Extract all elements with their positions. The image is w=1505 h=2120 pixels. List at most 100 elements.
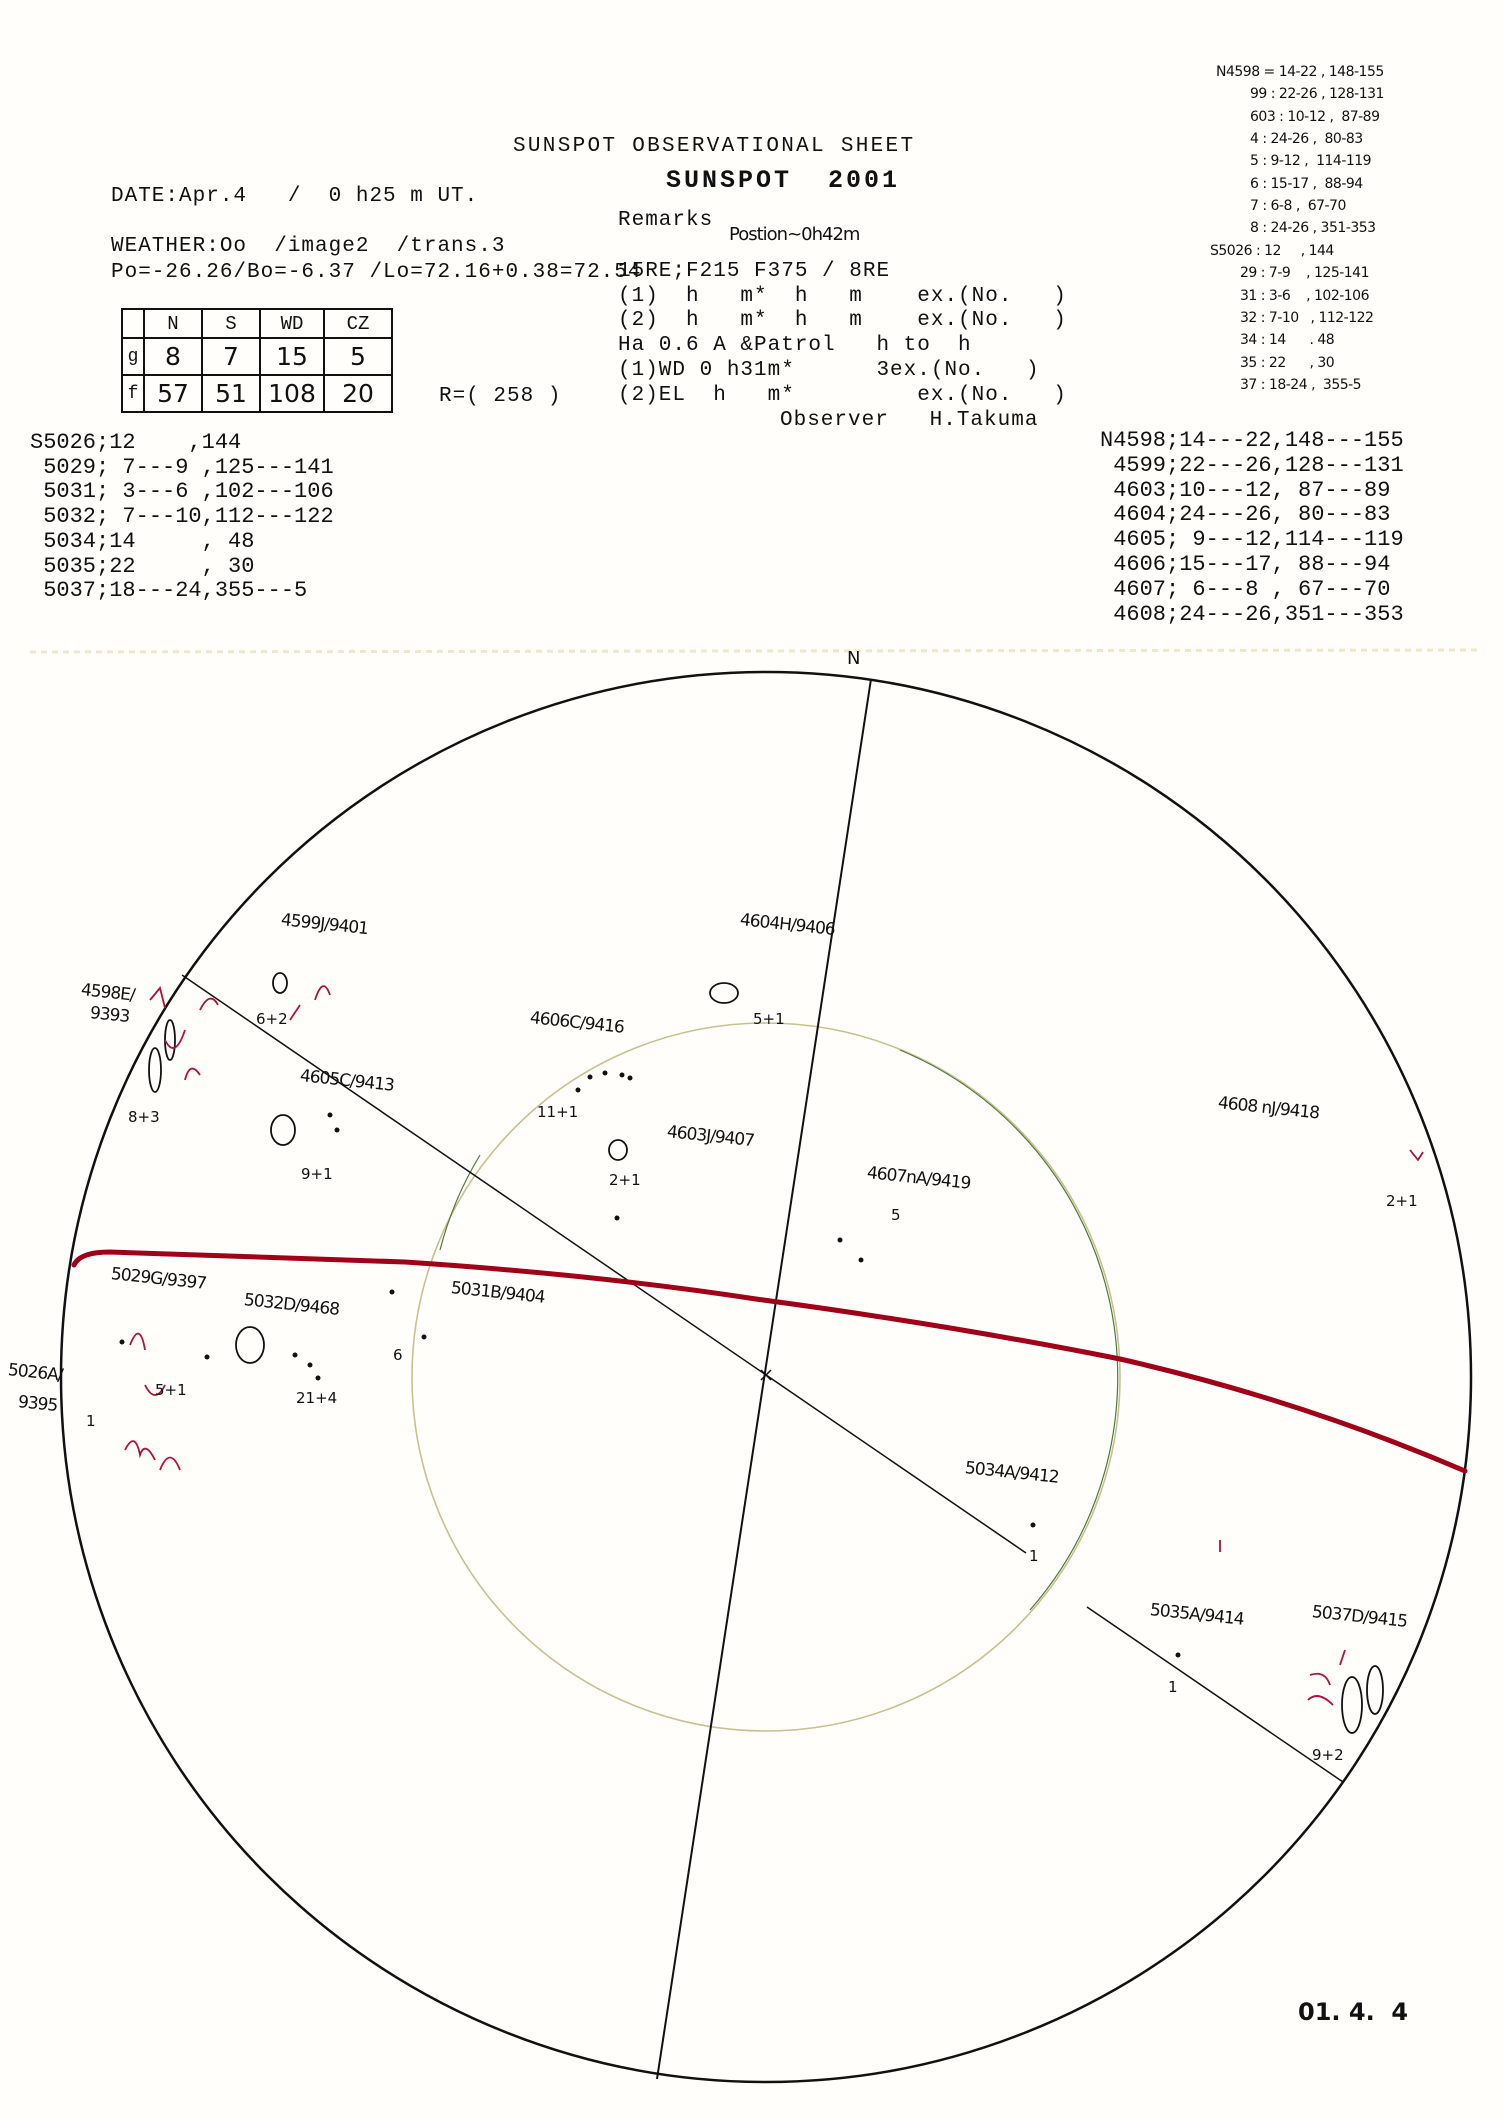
east-west-line xyxy=(1086,1606,1344,1783)
spot-count: 5+1 xyxy=(753,1010,785,1028)
south-group-entry: 5037;18---24,355---5 xyxy=(30,578,308,604)
north-label: N xyxy=(847,648,861,669)
table-row: f 57 51 108 20 xyxy=(121,374,393,413)
sunspot-dot xyxy=(602,1070,608,1076)
south-group-entry: S5026;12 ,144 xyxy=(30,430,242,455)
handwritten-south-entry: 31 : 3-6 , 102-106 xyxy=(1240,287,1370,304)
south-group-entry: 5031; 3---6 ,102---106 xyxy=(30,479,334,505)
spot-count: 11+1 xyxy=(537,1103,579,1121)
count-table: N S WD CZ g 8 7 15 5 f 57 51 108 20 xyxy=(121,308,393,413)
table-header-cell: N xyxy=(143,308,203,339)
north-group-entry: 4605; 9---12,114---119 xyxy=(1100,527,1404,553)
facula-sketch xyxy=(124,1440,156,1461)
spot-count: 8+3 xyxy=(128,1108,160,1126)
table-cell: 20 xyxy=(323,374,393,413)
handwritten-north-entry: 8 : 24-26 , 351-353 xyxy=(1250,220,1376,237)
sunspot-outline xyxy=(709,982,739,1004)
handwritten-north-entry: 603 : 10-12 , 87-89 xyxy=(1250,108,1380,125)
table-cell: 51 xyxy=(201,374,261,413)
south-group-entry: 5032; 7---10,112---122 xyxy=(30,504,334,530)
weather-line: WEATHER:Oo /image2 /trans.3 xyxy=(111,235,506,258)
date-line: DATE:Apr.4 / 0 h25 m UT. xyxy=(111,185,479,208)
handwritten-north-entry: 5 : 9-12 , 114-119 xyxy=(1250,153,1372,170)
sunspot-dot xyxy=(614,1215,620,1221)
inner-circle-green-arc xyxy=(899,1049,1119,1611)
sunspot-dot xyxy=(1175,1652,1181,1658)
facula-sketch xyxy=(1307,1695,1334,1706)
handwritten-north-entry: 6 : 15-17 , 88-94 xyxy=(1250,175,1363,192)
facula-sketch xyxy=(159,1456,181,1471)
handwritten-north-entry: N4598 = 14-22 , 148-155 xyxy=(1216,64,1384,80)
row-label: g xyxy=(121,337,145,376)
facula-sketch xyxy=(1409,1149,1424,1162)
facula-sketch xyxy=(164,1029,186,1049)
sunspot-dot xyxy=(292,1352,298,1358)
table-header-cell xyxy=(121,308,145,339)
north-group-entry: 4607; 6---8 , 67---70 xyxy=(1100,576,1391,602)
remarks-line: (2) h m* h m ex.(No. ) xyxy=(618,309,1067,332)
facula-sketch xyxy=(289,1004,301,1021)
facula-sketch xyxy=(199,997,219,1011)
sunspot-outline xyxy=(608,1139,628,1161)
handwritten-north-entry: 99 : 22-26 , 128-131 xyxy=(1250,86,1384,103)
remarks-line: 15RE;F215 F375 / 8RE xyxy=(618,260,891,283)
handwritten-south-entry: 37 : 18-24 , 355-5 xyxy=(1240,376,1362,393)
north-group-entry: 4606;15---17, 88---94 xyxy=(1100,552,1391,577)
sunspot-outline xyxy=(270,1114,296,1146)
sunspot-outline xyxy=(1366,1665,1384,1715)
sunspot-dot xyxy=(307,1362,313,1368)
sunspot-dot xyxy=(575,1087,581,1093)
sunspot-outline xyxy=(235,1326,265,1364)
sunspot-dot xyxy=(587,1074,593,1080)
remarks-note: Postion~0h42m xyxy=(729,224,860,245)
table-header-cell: WD xyxy=(259,308,325,339)
facula-sketch xyxy=(144,1384,166,1396)
north-group-entry: 4603;10---12, 87---89 xyxy=(1100,477,1391,503)
facula-sketch xyxy=(1309,1672,1331,1686)
handwritten-south-entry: 34 : 14 . 48 xyxy=(1240,332,1335,349)
sunspot-dot xyxy=(204,1354,210,1360)
spot-count: 2+1 xyxy=(1386,1192,1418,1210)
group-label: 9395 xyxy=(17,1392,59,1417)
south-group-entry: 5029; 7---9 ,125---141 xyxy=(30,454,334,480)
spot-count: 5+1 xyxy=(155,1381,187,1399)
sunspot-outline xyxy=(164,1019,176,1061)
spot-count: 6 xyxy=(393,1346,403,1364)
sunspot-dot xyxy=(119,1339,125,1345)
remarks-line: (1)WD 0 h31m* 3ex.(No. ) xyxy=(618,359,1040,382)
spot-count: 21+4 xyxy=(296,1389,338,1407)
facula-sketch xyxy=(149,986,166,1009)
equator-line xyxy=(71,1249,1468,1474)
group-label: 9393 xyxy=(89,1003,131,1028)
north-group-entry: 4608;24---26,351---353 xyxy=(1100,601,1404,627)
north-group-entry: N4598;14---22,148---155 xyxy=(1100,428,1404,453)
params-line: Po=-26.26/Bo=-6.37 /Lo=72.16+0.38=72.54 xyxy=(111,261,642,284)
handwritten-north-entry: 4 : 24-26 , 80-83 xyxy=(1250,130,1363,147)
spot-count: 1 xyxy=(1168,1678,1178,1696)
spot-count: 9+1 xyxy=(301,1165,333,1183)
date-stamp: 01. 4. 4 xyxy=(1298,1998,1409,2026)
sunspot-dot xyxy=(327,1112,333,1118)
table-header-cell: S xyxy=(201,308,261,339)
sunspots xyxy=(119,972,1424,1734)
spot-count: 1 xyxy=(1029,1547,1039,1565)
sunspot-dot xyxy=(421,1334,427,1340)
south-group-entry: 5035;22 , 30 xyxy=(30,553,255,579)
handwritten-south-entry: 29 : 7-9 , 125-141 xyxy=(1240,265,1370,282)
solar-disk-outline xyxy=(59,670,1473,2084)
remarks-line: (2)EL h m* ex.(No. ) xyxy=(618,384,1067,407)
north-group-entry: 4599;22---26,128---131 xyxy=(1100,452,1404,478)
south-group-entry: 5034;14 , 48 xyxy=(30,528,255,554)
paper-fold xyxy=(29,648,1481,654)
spot-count: 1 xyxy=(86,1412,96,1430)
sheet-title: SUNSPOT OBSERVATIONAL SHEET xyxy=(513,135,916,158)
sunspot-dot xyxy=(389,1289,395,1295)
remarks-label: Remarks xyxy=(618,209,714,232)
north-group-entry: 4604;24---26, 80---83 xyxy=(1100,502,1391,528)
handwritten-south-entry: 35 : 22 , 30 xyxy=(1240,354,1335,371)
sunspot-dot xyxy=(334,1127,340,1133)
inner-circle-green-arc xyxy=(439,1154,481,1251)
handwritten-south-entry: 32 : 7-10 , 112-122 xyxy=(1240,309,1374,326)
sunspot-outline xyxy=(272,972,288,994)
